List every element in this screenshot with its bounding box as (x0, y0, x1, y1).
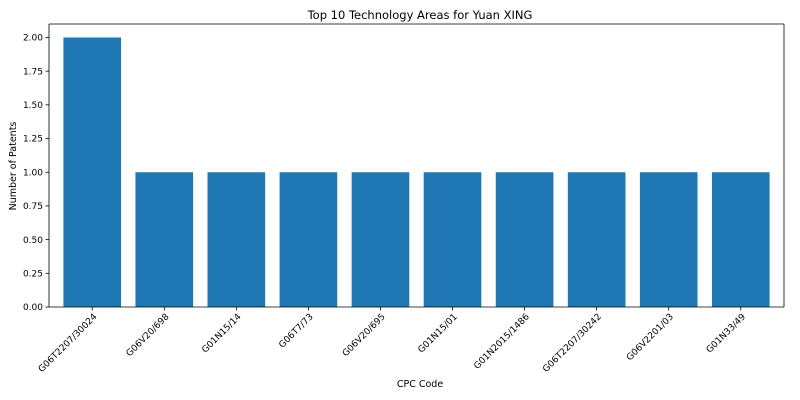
y-tick-label: 1.00 (23, 168, 43, 178)
x-axis-label: CPC Code (397, 379, 443, 390)
bar-6 (424, 172, 482, 307)
y-tick-label: 0.75 (23, 202, 43, 212)
bar-7 (496, 172, 554, 307)
bar-10 (712, 172, 770, 307)
y-tick-label: 1.50 (23, 101, 43, 111)
bar-9 (640, 172, 698, 307)
bar-8 (568, 172, 626, 307)
bar-2 (135, 172, 193, 307)
chart-title: Top 10 Technology Areas for Yuan XING (307, 8, 533, 22)
y-axis-label: Number of Patents (8, 122, 19, 211)
y-tick-label: 0.00 (23, 303, 43, 313)
bar-4 (280, 172, 338, 307)
bar-1 (63, 37, 121, 307)
y-tick-label: 0.50 (23, 236, 43, 246)
bar-5 (352, 172, 410, 307)
y-tick-label: 0.25 (23, 270, 43, 280)
y-tick-label: 1.25 (23, 135, 43, 145)
bar-3 (208, 172, 266, 307)
y-tick-label: 1.75 (23, 67, 43, 77)
y-tick-label: 2.00 (23, 34, 43, 44)
